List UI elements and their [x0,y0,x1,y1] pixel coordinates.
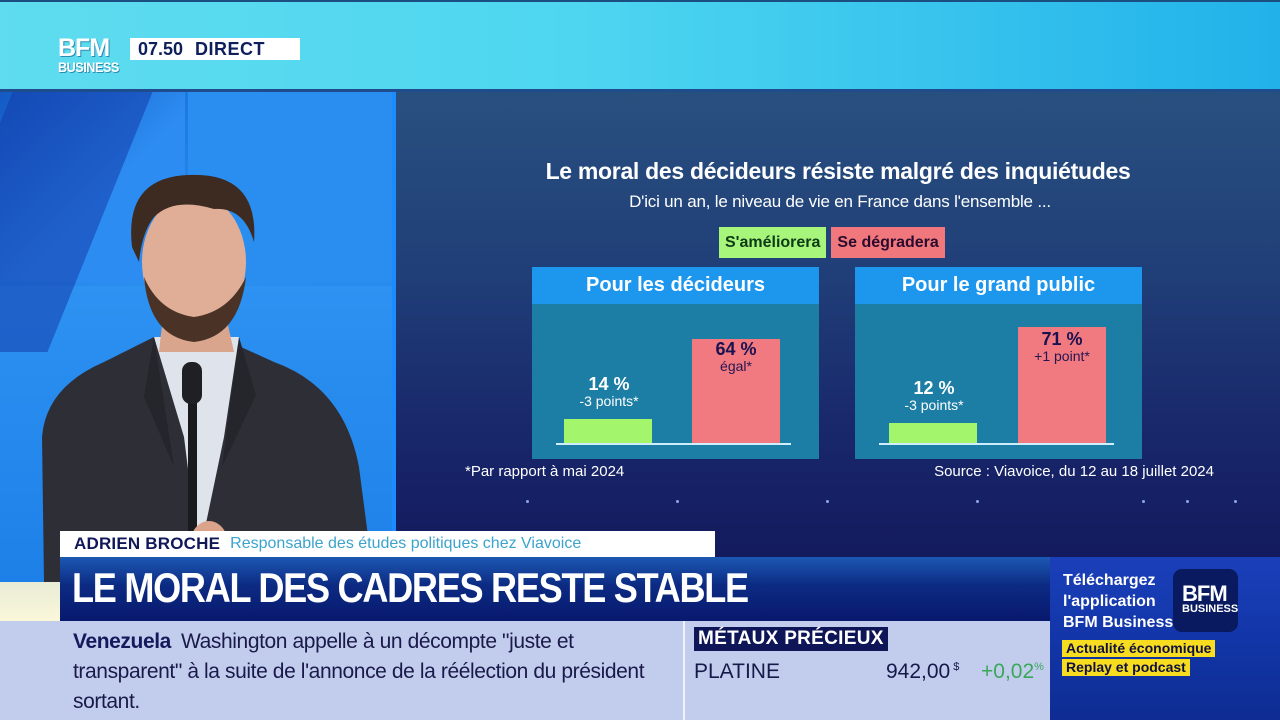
app-icon-text: BFM [1182,581,1228,606]
promo-text: Téléchargez l'application BFM Business [1063,570,1173,633]
top-banner: BFM BUSINESS 07.50 DIRECT [0,0,1280,92]
news-ticker: Venezuela Washington appelle à un décompt… [0,621,1050,720]
chart-baseline [879,443,1114,445]
bar-degrade [692,339,780,443]
legend-improve: S'améliorera [719,227,827,258]
news-text: Washington appelle à un décompte "juste … [73,630,645,713]
bar-degrade-label: 64 % égal* [671,340,801,374]
bar-change: égal* [720,357,752,374]
promo-line: l'application [1063,593,1156,610]
decorative-dot [1186,500,1189,503]
promo-line: BFM Business [1063,614,1174,631]
bar-improve-label: 12 % -3 points* [869,379,999,413]
bar-plot: 12 % -3 points* 71 % +1 point* [855,304,1142,459]
infographic-panel: Le moral des décideurs résiste malgré de… [392,92,1280,557]
market-section-label: MÉTAUX PRÉCIEUX [694,627,888,651]
bfm-app-icon: BFM BUSINESS [1173,569,1238,632]
chart-title: Le moral des décideurs résiste malgré de… [545,158,1131,184]
promo-tag: Actualité économique [1062,640,1216,657]
live-label: DIRECT [195,39,266,59]
decorative-dot [1142,500,1145,503]
headline: LE MORAL DES CADRES RESTE STABLE [72,564,749,611]
bar-improve-label: 14 % -3 points* [544,375,674,409]
decorative-dot [826,500,829,503]
guest-name: ADRIEN BROCHE [74,534,221,553]
chart-baseline [556,443,791,445]
bar-plot: 14 % -3 points* 64 % égal* [532,304,819,459]
bfm-business-logo: BFM BUSINESS [58,34,126,82]
chart-footnote: *Par rapport à mai 2024 [465,463,625,480]
chart-legend: S'améliorera Se dégradera [719,227,945,258]
logo-bfm-text: BFM [58,34,110,62]
guest-nameplate: ADRIEN BROCHE Responsable des études pol… [60,531,715,557]
promo-tag: Replay et podcast [1062,659,1190,676]
bar-value: 12 % [913,378,955,398]
decorative-dot [1234,500,1237,503]
app-promo: Téléchargez l'application BFM Business B… [1050,557,1280,720]
chart-card-decideurs: Pour les décideurs 14 % -3 points* 64 % … [532,267,819,459]
bar-degrade [1018,327,1106,443]
card-title: Pour les décideurs [532,267,819,304]
chart-source: Source : Viavoice, du 12 au 18 juillet 2… [934,463,1214,480]
chart-subtitle: D'ici un an, le niveau de vie en France … [629,192,1051,211]
change-value: +0,02 [981,660,1035,683]
ticker-divider [683,621,685,720]
news-topic: Venezuela [73,630,171,653]
studio-desk [0,582,60,621]
news-item: Venezuela Washington appelle à un décompt… [73,627,683,717]
bar-value: 14 % [588,374,630,394]
chart-card-grand-public: Pour le grand public 12 % -3 points* 71 … [855,267,1142,459]
decorative-dot [976,500,979,503]
card-title: Pour le grand public [855,267,1142,304]
currency-symbol: $ [953,661,960,673]
market-asset: PLATINE [694,660,780,683]
market-price: 942,00 $ [886,660,959,684]
market-change: +0,02% [981,660,1044,684]
bar-value: 64 % [715,339,757,359]
bar-improve [564,419,652,443]
studio-camera-feed [0,92,392,582]
bar-change: -3 points* [579,392,639,409]
broadcast-time: 07.50 [138,39,184,59]
headline-bar: LE MORAL DES CADRES RESTE STABLE [60,557,1050,621]
decorative-dot [526,500,529,503]
bar-improve [889,423,977,443]
decorative-dot [676,500,679,503]
legend-degrade: Se dégradera [831,227,945,258]
price-value: 942,00 [886,660,951,683]
bar-degrade-label: 71 % +1 point* [997,330,1127,364]
guest-role: Responsable des études politiques chez V… [230,535,582,552]
bar-change: -3 points* [904,396,964,413]
bar-change: +1 point* [1034,347,1090,364]
market-ticker: MÉTAUX PRÉCIEUX PLATINE 942,00 $ +0,02% [694,627,1044,690]
guest-figure [42,174,374,582]
change-unit: % [1034,661,1044,673]
promo-line: Téléchargez [1063,572,1156,589]
market-row: PLATINE 942,00 $ +0,02% [694,660,1044,690]
live-time-tag: 07.50 DIRECT [130,38,300,60]
app-icon-subtext: BUSINESS [1182,603,1239,615]
logo-business-text: BUSINESS [58,59,119,75]
bar-value: 71 % [1041,329,1083,349]
